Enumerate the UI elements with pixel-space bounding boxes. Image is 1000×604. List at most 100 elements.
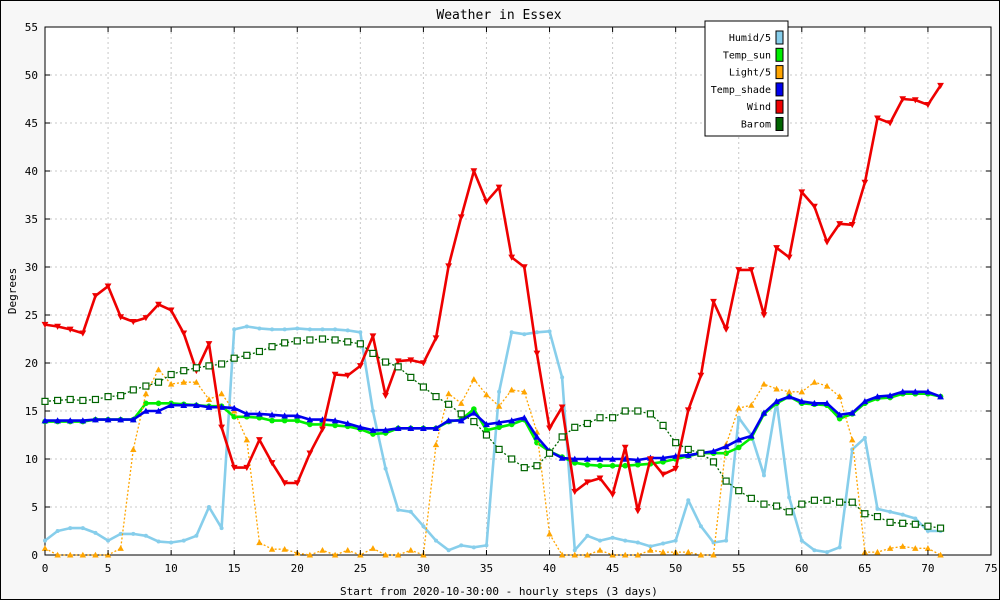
data-point-barom: [672, 439, 680, 447]
data-point-barom: [810, 496, 819, 504]
data-point-light-5: [281, 546, 288, 552]
data-point-humid-5: [55, 529, 60, 533]
legend-label-temp-sun: Temp_sun: [723, 50, 771, 61]
y-tick-label: 35: [25, 213, 38, 226]
data-point-barom: [911, 520, 919, 528]
data-point-wind: [79, 330, 87, 337]
data-point-wind: [899, 96, 907, 103]
data-point-temp-shade: [54, 417, 62, 424]
plot-area: [44, 26, 992, 556]
data-point-temp-shade: [117, 416, 125, 423]
data-point-barom: [646, 410, 655, 418]
data-point-wind: [823, 239, 831, 246]
data-point-temp-shade: [344, 420, 352, 427]
data-point-wind: [470, 168, 478, 175]
data-point-temp-shade: [886, 392, 894, 399]
data-point-wind: [886, 120, 894, 127]
x-tick-label: 0: [42, 562, 49, 575]
data-point-light-5: [268, 546, 276, 552]
data-point-humid-5: [232, 327, 237, 332]
data-point-wind: [230, 464, 238, 472]
data-point-barom: [217, 360, 226, 368]
data-point-wind: [104, 283, 112, 290]
data-point-humid-5: [358, 330, 363, 335]
data-point-temp-shade: [760, 409, 768, 416]
data-point-temp-shade: [722, 443, 730, 450]
data-point-humid-5: [509, 330, 514, 335]
legend-label-humid-5: Humid/5: [729, 33, 771, 44]
data-point-light-5: [849, 436, 856, 443]
data-point-light-5: [319, 547, 326, 553]
data-point-humid-5: [80, 526, 85, 531]
series-line-light-5: [44, 369, 941, 556]
data-point-temp-shade: [79, 417, 87, 424]
data-point-barom: [344, 338, 352, 346]
data-point-wind: [66, 326, 74, 333]
data-point-barom: [104, 393, 112, 401]
x-tick-label: 75: [984, 562, 997, 575]
data-point-light-5: [256, 539, 263, 546]
data-point-temp-shade: [167, 401, 175, 408]
data-point-humid-5: [862, 435, 867, 440]
data-point-wind: [344, 372, 352, 379]
data-point-barom: [571, 423, 579, 431]
data-point-temp-shade: [483, 421, 490, 428]
data-point-barom: [167, 370, 175, 379]
data-point-humid-5: [383, 466, 388, 471]
data-point-wind: [142, 315, 150, 322]
data-point-temp-shade: [432, 424, 440, 431]
data-point-temp-shade: [773, 398, 780, 405]
data-point-humid-5: [761, 473, 766, 478]
data-point-light-5: [735, 404, 742, 411]
data-point-temp-shade: [861, 398, 869, 405]
data-point-light-5: [571, 551, 578, 558]
data-point-temp-shade: [382, 426, 389, 433]
data-point-temp-shade: [281, 412, 289, 419]
data-point-light-5: [205, 396, 213, 403]
y-tick-label: 15: [25, 405, 38, 418]
data-point-wind: [420, 360, 427, 367]
data-point-humid-5: [686, 498, 691, 503]
data-point-light-5: [67, 551, 74, 558]
data-point-temp-shade: [256, 410, 263, 417]
x-tick-label: 30: [417, 562, 430, 575]
data-point-light-5: [924, 545, 932, 551]
data-point-light-5: [685, 548, 692, 555]
data-point-temp-shade: [508, 417, 516, 424]
data-point-humid-5: [131, 531, 136, 536]
data-point-barom: [331, 336, 339, 344]
data-point-wind: [129, 319, 137, 326]
data-point-humid-5: [837, 545, 842, 550]
data-point-humid-5: [572, 548, 577, 553]
data-point-wind: [432, 335, 440, 342]
data-point-humid-5: [547, 329, 552, 334]
data-point-wind: [558, 404, 566, 411]
data-point-temp-shade: [445, 417, 453, 424]
data-point-wind: [848, 222, 856, 229]
data-point-wind: [710, 298, 717, 305]
data-point-humid-5: [169, 540, 174, 545]
legend-swatch-temp-sun: [775, 47, 784, 62]
data-point-humid-5: [219, 526, 224, 531]
data-point-humid-5: [635, 540, 640, 545]
data-point-temp-sun: [622, 462, 629, 469]
data-point-wind: [811, 203, 818, 210]
data-point-temp-shade: [92, 416, 99, 423]
data-point-wind: [621, 444, 629, 451]
data-point-barom: [659, 421, 667, 429]
data-point-temp-shade: [356, 423, 364, 431]
legend-swatch-humid-5: [775, 30, 784, 45]
data-point-light-5: [382, 551, 389, 558]
data-point-wind: [218, 424, 225, 431]
data-point-humid-5: [320, 327, 325, 332]
data-point-barom: [117, 392, 125, 400]
data-point-light-5: [659, 548, 667, 555]
data-point-humid-5: [661, 541, 666, 546]
data-point-barom: [419, 383, 427, 391]
data-point-barom: [621, 407, 629, 415]
legend-label-light-5: Light/5: [729, 68, 771, 79]
data-point-barom: [836, 498, 844, 506]
data-point-light-5: [634, 551, 642, 558]
data-point-barom: [142, 382, 150, 390]
data-point-barom: [394, 363, 402, 371]
